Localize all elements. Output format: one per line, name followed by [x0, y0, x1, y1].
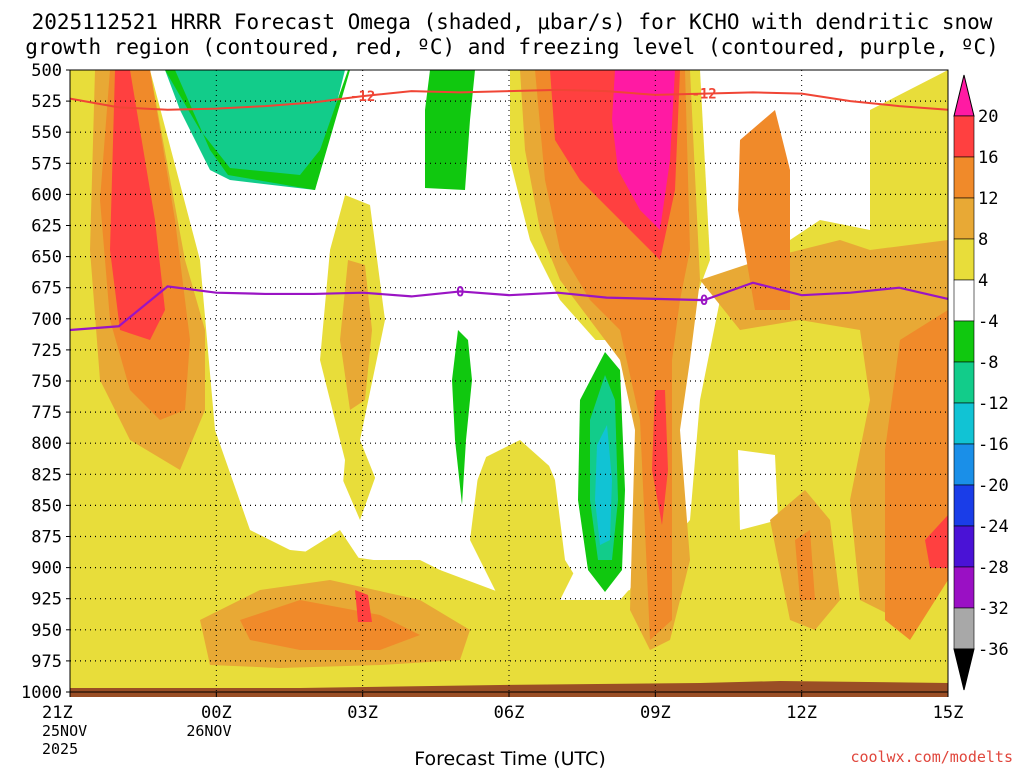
- x-tick-label: 06Z: [494, 703, 525, 723]
- colorbar: 20 16 12 8 4 -4 -8 -12 -16 -20 -24 -28 -32 -36: [953, 74, 1009, 691]
- chart-title-line2: growth region (contoured, red, ºC) and f…: [25, 35, 999, 59]
- y-tick-label: 725: [31, 341, 62, 361]
- colorbar-label: 20: [978, 107, 998, 127]
- y-tick-label: 850: [31, 496, 62, 516]
- colorbar-label: -20: [978, 476, 1009, 496]
- colorbar-swatch: [953, 115, 975, 158]
- colorbar-swatch: [953, 238, 975, 281]
- colorbar-swatch: [953, 361, 975, 404]
- y-tick-label: 775: [31, 403, 62, 423]
- colorbar-bottom-triangle: [953, 648, 975, 691]
- omega-area-red-center: [652, 390, 668, 525]
- x-tick-label: 00Z: [201, 703, 232, 723]
- y-tick-label: 550: [31, 123, 62, 143]
- y-tick-label: 925: [31, 590, 62, 610]
- freezing-level-contour-label: 0: [700, 293, 708, 309]
- y-tick-label: 500: [31, 61, 62, 81]
- colorbar-label: -36: [978, 640, 1009, 660]
- colorbar-swatch: [953, 156, 975, 199]
- colorbar-label: -28: [978, 558, 1009, 578]
- freezing-level-contour-label: 0: [456, 284, 464, 300]
- y-tick-label: 625: [31, 217, 62, 237]
- colorbar-swatch: [953, 607, 975, 650]
- contour-lines: -12 -12 0 0: [69, 87, 949, 332]
- colorbar-label: -12: [978, 394, 1009, 414]
- colorbar-label: -4: [978, 312, 998, 332]
- omega-area-neutral-lower-left: [205, 195, 345, 530]
- omega-area-yellow-mid-south: [470, 440, 580, 600]
- colorbar-swatch: [953, 525, 975, 568]
- colorbar-swatch: [953, 484, 975, 527]
- y-tick-label: 575: [31, 154, 62, 174]
- y-tick-label: 900: [31, 559, 62, 579]
- x-axis-label: Forecast Time (UTC): [414, 748, 605, 768]
- x-tick-label: 12Z: [786, 703, 817, 723]
- x-tick-label: 15Z: [933, 703, 964, 723]
- omega-area-teal-top: [165, 70, 345, 190]
- y-tick-label: 750: [31, 372, 62, 392]
- colorbar-swatch: [953, 566, 975, 609]
- y-tick-label: 600: [31, 185, 62, 205]
- x-tick-year: 2025: [42, 740, 78, 758]
- colorbar-label: -16: [978, 435, 1009, 455]
- omega-area-magenta: [612, 70, 675, 230]
- x-tick-label: 21Z: [42, 703, 73, 723]
- colorbar-label: 12: [978, 189, 998, 209]
- omega-area-green-column: [425, 70, 475, 190]
- x-tick-date: 26NOV: [186, 722, 231, 740]
- colorbar-swatch: [953, 443, 975, 486]
- ground-surface-strip: [70, 681, 948, 697]
- x-tick-label: 09Z: [640, 703, 671, 723]
- y-tick-label: 975: [31, 652, 62, 672]
- plot-area: -12 -12 0 0: [69, 69, 949, 697]
- colorbar-label: -8: [978, 353, 998, 373]
- x-tick-date: 25NOV: [42, 722, 87, 740]
- y-tick-label: 1000: [21, 683, 62, 703]
- y-tick-label: 875: [31, 528, 62, 548]
- y-tick-label: 700: [31, 310, 62, 330]
- colorbar-top-triangle: [953, 74, 975, 117]
- omega-area-green-thin: [452, 330, 472, 505]
- omega-area-orange-southeast: [795, 530, 815, 600]
- omega-area-yellow-west: [70, 70, 948, 692]
- colorbar-label: -24: [978, 517, 1009, 537]
- dgz-contour-minus12-label: -12: [350, 89, 375, 105]
- y-tick-label: 525: [31, 92, 62, 112]
- colorbar-label: -32: [978, 599, 1009, 619]
- source-credit: coolwx.com/modelts: [850, 748, 1013, 766]
- dgz-contour-minus12: [69, 88, 949, 111]
- y-tick-label: 800: [31, 434, 62, 454]
- colorbar-swatch: [953, 279, 975, 322]
- omega-area-red-bottom: [355, 590, 372, 622]
- chart-title-line1: 2025112521 HRRR Forecast Omega (shaded, …: [32, 10, 993, 34]
- colorbar-label: 8: [978, 230, 988, 250]
- y-tick-label: 650: [31, 248, 62, 268]
- y-tick-label: 675: [31, 279, 62, 299]
- colorbar-label: 16: [978, 148, 998, 168]
- freezing-level-contour: [69, 281, 949, 332]
- colorbar-swatch: [953, 402, 975, 445]
- omega-area-red-east: [925, 515, 948, 568]
- dgz-contour-minus12-label: -12: [691, 87, 716, 103]
- omega-area-orange-bottom: [240, 600, 420, 650]
- y-tick-label: 950: [31, 621, 62, 641]
- omega-area-neutral-right-pocket: [738, 450, 778, 530]
- colorbar-swatch: [953, 197, 975, 240]
- colorbar-swatch: [953, 320, 975, 363]
- colorbar-label: 4: [978, 271, 988, 291]
- omega-area-neutral-upper: [150, 70, 510, 520]
- y-axis: 500 525 550 575 600 625 650 675 700 725 750 775 800 8…: [21, 61, 70, 703]
- omega-area-red-west: [110, 70, 165, 340]
- omega-area-orange-east-top: [738, 110, 790, 310]
- x-tick-label: 03Z: [347, 703, 378, 723]
- dotted-grid: [70, 70, 948, 692]
- y-tick-label: 825: [31, 465, 62, 485]
- omega-area-lightorange-center: [340, 260, 372, 410]
- omega-area-cyan-south: [595, 425, 612, 545]
